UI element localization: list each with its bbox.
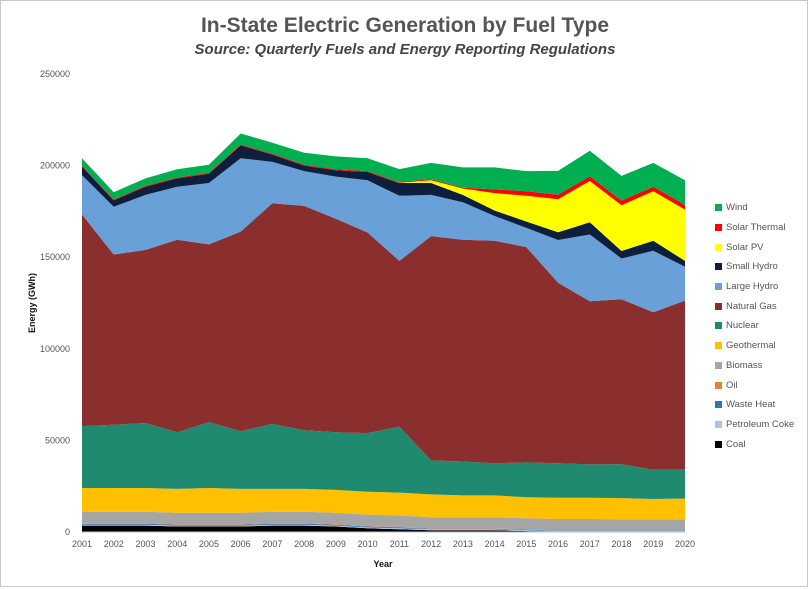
x-tick-label: 2020 (675, 539, 695, 549)
legend-swatch (715, 243, 722, 251)
legend-label: Solar Thermal (726, 222, 786, 234)
y-axis-title: Energy (GWh) (27, 273, 37, 333)
legend-label: Petroleum Coke (726, 418, 795, 430)
area-solar-thermal (82, 144, 685, 210)
x-tick-label: 2011 (390, 539, 409, 549)
legend-swatch (715, 381, 722, 389)
y-tick-label: 100000 (40, 344, 70, 354)
x-tick-label: 2010 (358, 539, 378, 549)
legend-label: Small Hydro (726, 261, 778, 273)
x-tick-label: 2008 (294, 539, 314, 549)
area-oil (82, 523, 685, 531)
x-tick-label: 2019 (643, 539, 663, 549)
x-tick-label: 2009 (326, 539, 346, 549)
legend-item: Solar Thermal (715, 218, 807, 238)
legend-item: Biomass (715, 356, 807, 376)
legend-item: Coal (715, 434, 807, 454)
legend-swatch (715, 401, 722, 409)
area-large-hydro (82, 158, 685, 313)
y-tick-label: 150000 (40, 252, 70, 262)
y-tick-label: 0 (65, 527, 70, 537)
legend-item: Small Hydro (715, 257, 807, 277)
x-tick-label: 2007 (262, 539, 282, 549)
legend-item: Nuclear (715, 316, 807, 336)
legend-swatch (715, 204, 722, 212)
legend-label: Wind (726, 202, 748, 214)
x-tick-label: 2005 (199, 539, 219, 549)
area-layers (82, 133, 685, 532)
legend-swatch (715, 263, 722, 271)
area-petroleum-coke (82, 524, 685, 532)
legend-swatch (715, 283, 722, 291)
legend-label: Biomass (726, 359, 763, 371)
legend-label: Coal (726, 438, 746, 450)
area-small-hydro (82, 145, 685, 267)
y-tick-label: 50000 (45, 435, 70, 445)
legend-swatch (715, 420, 722, 428)
x-tick-label: 2017 (580, 539, 600, 549)
area-wind (82, 133, 685, 205)
x-axis-title: Year (373, 559, 393, 569)
legend-label: Waste Heat (726, 399, 776, 411)
area-waste-heat (82, 523, 685, 531)
legend-label: Large Hydro (726, 281, 779, 293)
legend-swatch (715, 322, 722, 330)
x-tick-label: 2012 (421, 539, 441, 549)
legend-item: Large Hydro (715, 277, 807, 297)
area-nuclear (82, 422, 685, 499)
area-biomass (82, 511, 685, 531)
legend-label: Nuclear (726, 320, 759, 332)
x-tick-label: 2003 (135, 539, 155, 549)
chart-subtitle: Source: Quarterly Fuels and Energy Repor… (194, 41, 616, 58)
axes: 0 50000 100000 150000 200000 250000 2001 2002 20… (40, 69, 695, 549)
x-tick-label: 2015 (516, 539, 536, 549)
legend-label: Solar PV (726, 241, 764, 253)
legend-swatch (715, 342, 722, 350)
x-tick-label: 2014 (485, 539, 505, 549)
legend-item: Solar PV (715, 237, 807, 257)
legend-label: Natural Gas (726, 300, 777, 312)
legend-item: Natural Gas (715, 296, 807, 316)
legend-item: Wind (715, 198, 807, 218)
y-tick-label: 200000 (40, 161, 70, 171)
legend-item: Geothermal (715, 336, 807, 356)
y-tick-label: 250000 (40, 69, 70, 79)
x-tick-label: 2006 (231, 539, 251, 549)
legend-label: Geothermal (726, 340, 776, 352)
x-tick-label: 2002 (104, 539, 124, 549)
legend-swatch (715, 440, 722, 448)
x-tick-label: 2013 (453, 539, 473, 549)
legend-swatch (715, 361, 722, 369)
chart-title: In-State Electric Generation by Fuel Typ… (200, 14, 610, 37)
x-tick-label: 2001 (72, 539, 92, 549)
area-natural-gas (82, 203, 685, 470)
area-geothermal (82, 488, 685, 520)
legend-item: Petroleum Coke (715, 415, 807, 435)
legend-label: Oil (726, 379, 738, 391)
legend-item: Oil (715, 375, 807, 395)
legend: Wind Solar Thermal Solar PV Small Hydro Larg… (715, 198, 807, 454)
legend-item: Waste Heat (715, 395, 807, 415)
x-tick-label: 2018 (612, 539, 632, 549)
area-solar-pv (82, 145, 685, 261)
legend-swatch (715, 224, 722, 232)
x-tick-label: 2016 (548, 539, 568, 549)
x-tick-label: 2004 (167, 539, 187, 549)
legend-swatch (715, 302, 722, 310)
